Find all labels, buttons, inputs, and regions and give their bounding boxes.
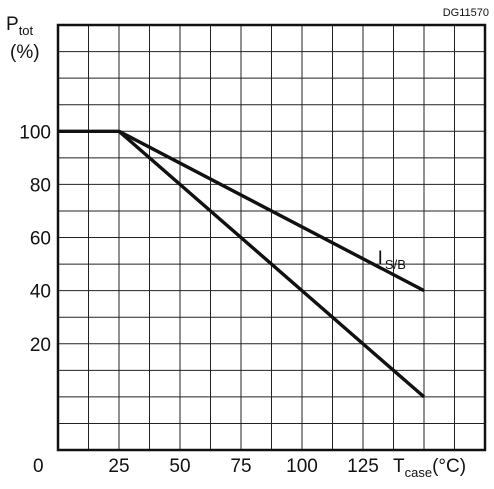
y-axis-label-sub: tot (19, 23, 34, 38)
svg-text:Ptot: Ptot (6, 14, 34, 38)
x-tick-label: 100 (286, 456, 318, 477)
figure-code: DG11570 (443, 7, 489, 19)
x-axis-label-main: T (393, 456, 405, 477)
y-axis-label-unit: (%) (10, 42, 40, 63)
plot-frame (56, 23, 487, 452)
x-axis-label-sub: case (405, 465, 432, 480)
x-tick-label: 0 (33, 456, 44, 477)
y-tick-label: 60 (30, 229, 51, 250)
y-tick-label: 80 (30, 175, 51, 196)
y-tick-label: 20 (30, 335, 51, 356)
y-tick-label: 40 (30, 282, 51, 303)
x-tick-label: 125 (347, 456, 379, 477)
series-line-is-b (118, 129, 425, 293)
y-axis-label-main: P (6, 14, 19, 35)
grid (58, 25, 485, 450)
svg-text:Tcase(°C): Tcase(°C) (393, 456, 466, 480)
axis-ticks: 20 40 60 80 100 0 25 50 75 100 125 (19, 122, 379, 477)
y-tick-label: 100 (19, 122, 51, 143)
x-tick-label: 25 (108, 456, 129, 477)
series-annotations: I S/B (378, 248, 406, 272)
series-lines (58, 129, 426, 399)
x-tick-label: 75 (230, 456, 251, 477)
x-axis-label-unit: (°C) (432, 456, 466, 477)
series-label-is-b: I S/B (378, 248, 406, 272)
y-axis-label: Ptot (%) (6, 14, 40, 63)
x-axis-label: Tcase(°C) (393, 456, 466, 480)
x-tick-label: 50 (169, 456, 190, 477)
